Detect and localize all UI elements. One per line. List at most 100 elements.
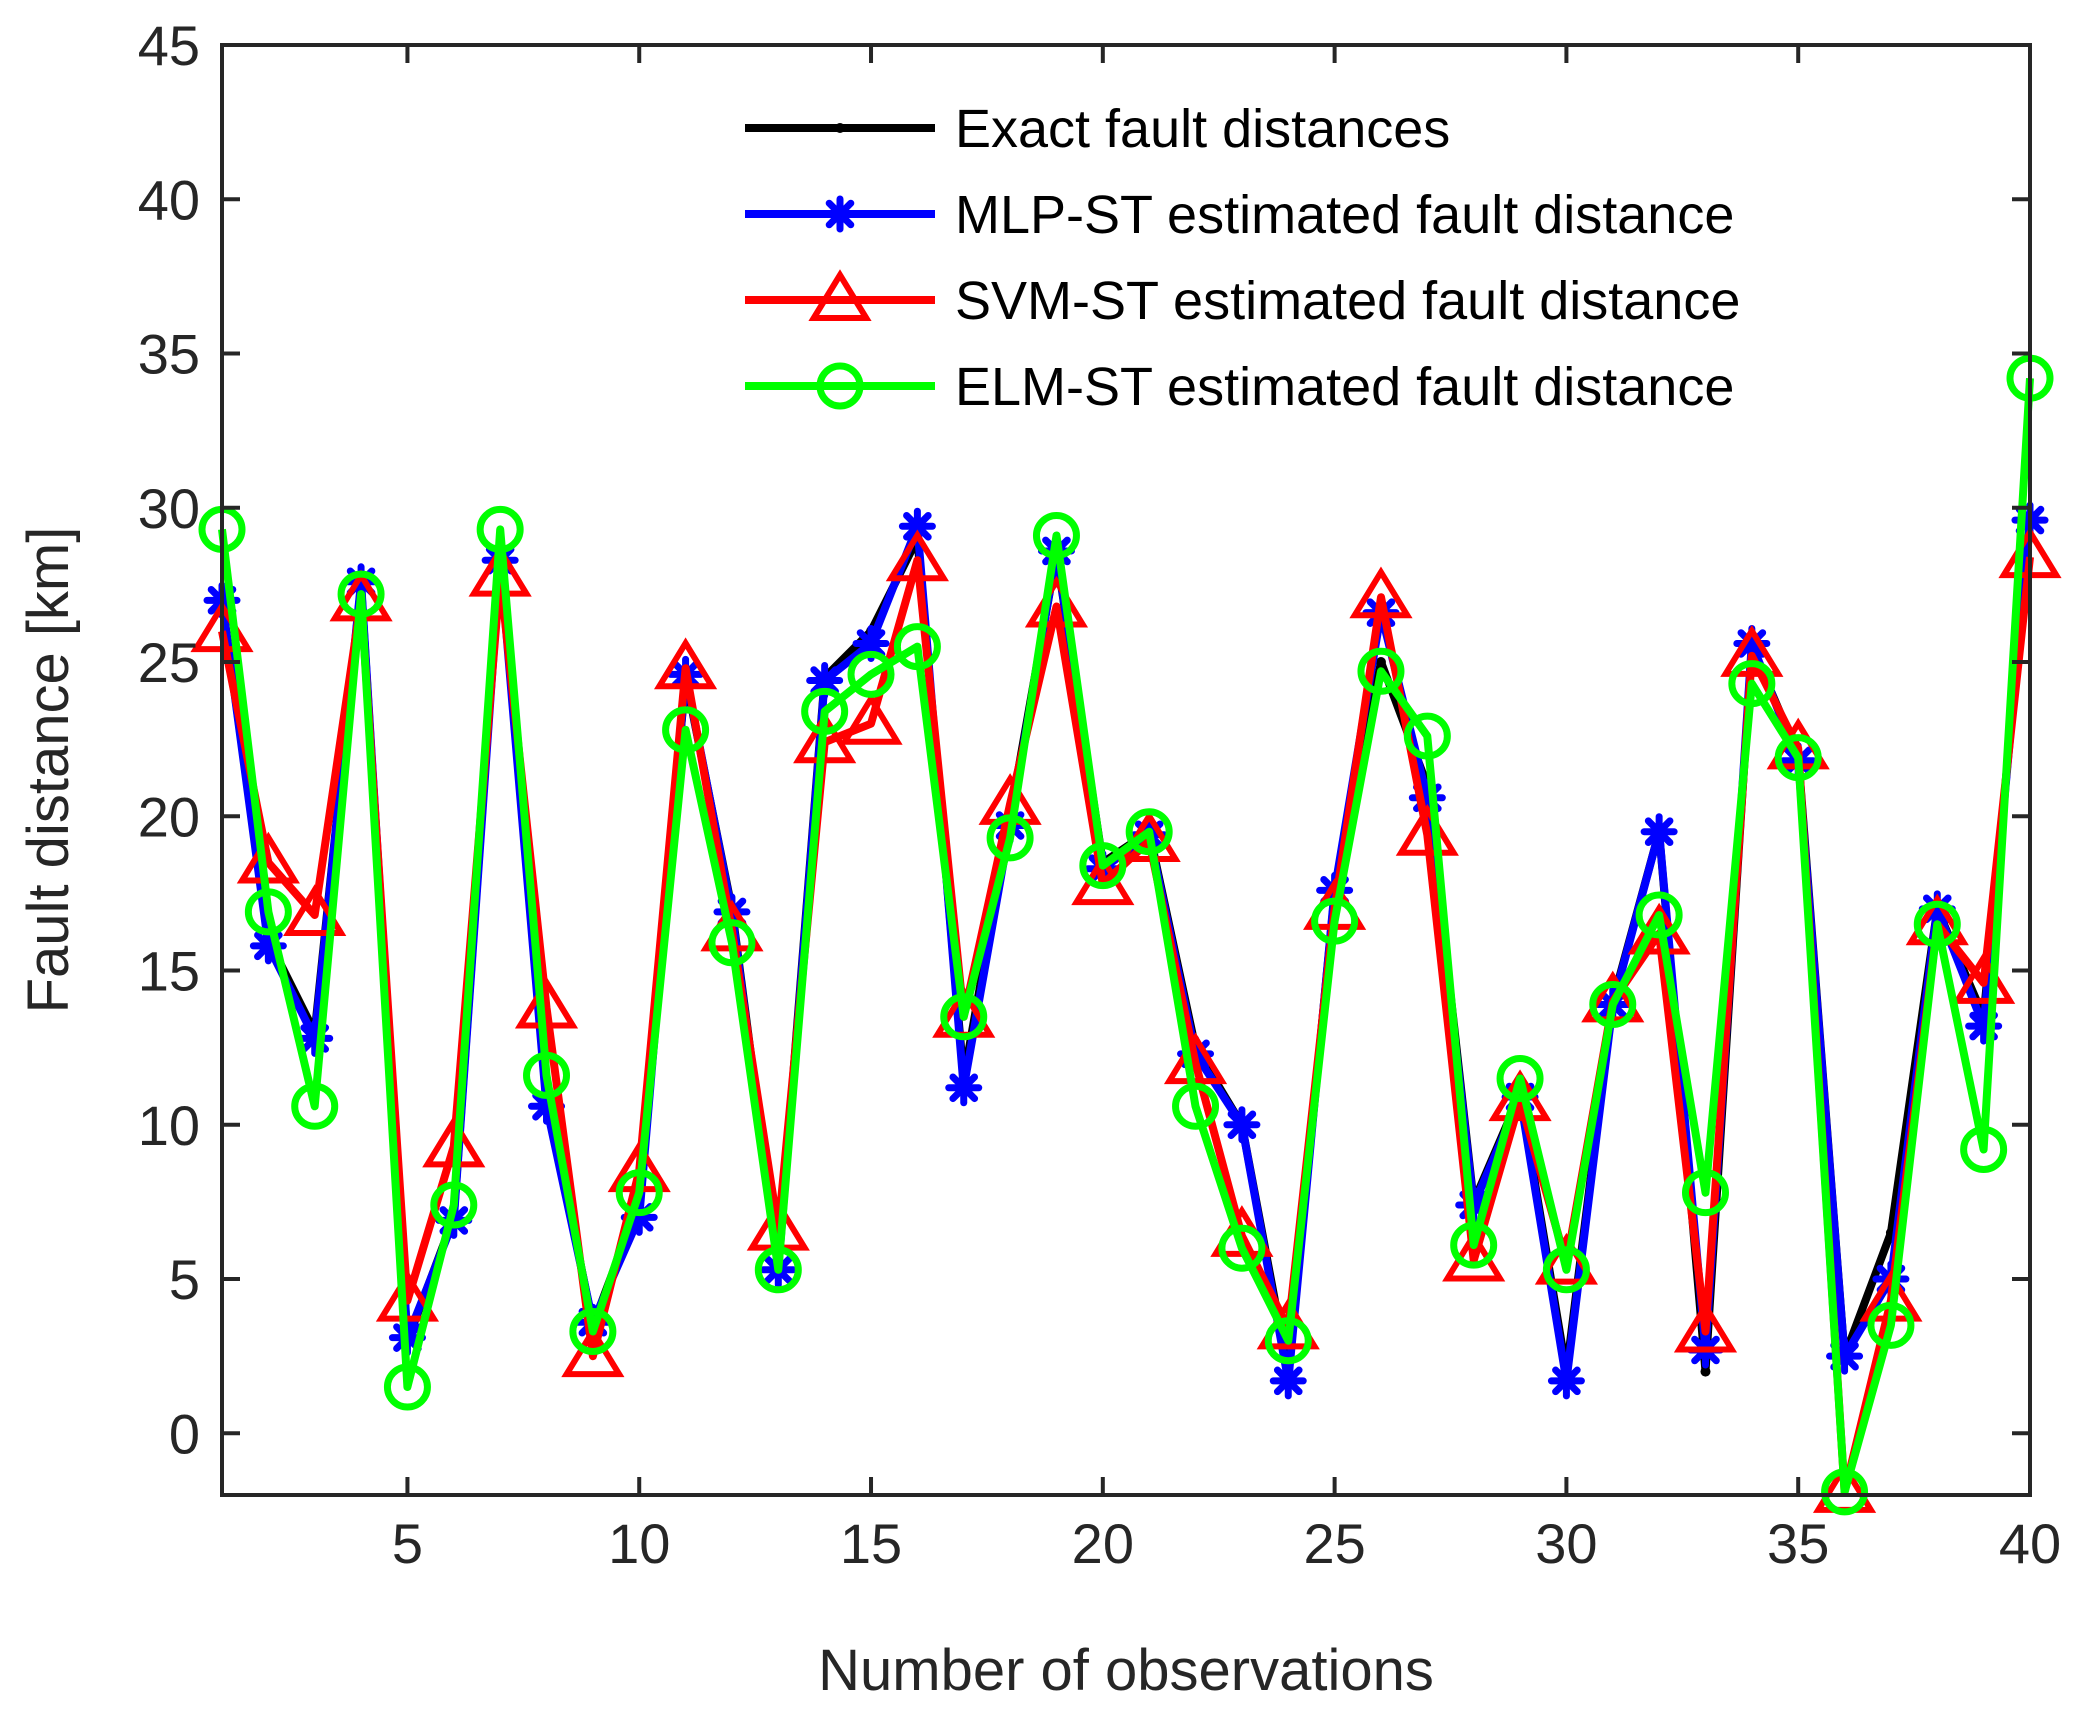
y-tick-label-20: 20 — [138, 785, 200, 848]
series-4 — [198, 354, 2054, 1516]
legend-marker-2 — [821, 195, 859, 233]
series-3-point-22 — [1163, 1032, 1228, 1085]
series-4-point-12 — [708, 919, 756, 967]
series-4-point-2 — [244, 888, 292, 936]
series-4-point-37 — [1867, 1301, 1915, 1349]
series-3-point-14 — [793, 711, 857, 764]
series-4-point-21 — [1125, 808, 1173, 856]
legend-marker-3 — [808, 269, 872, 321]
series-4-point-18 — [986, 814, 1034, 862]
series-4-point-17 — [940, 993, 988, 1041]
series-4-point-3 — [291, 1082, 339, 1130]
series-3-point-9 — [561, 1325, 625, 1378]
series-4-point-26 — [1357, 647, 1405, 695]
series-4-point-36 — [1821, 1468, 1869, 1516]
legend-label-1: Exact fault distances — [955, 99, 1450, 159]
series-3-point-5 — [375, 1269, 440, 1322]
series-3-point-33 — [1673, 1300, 1738, 1353]
series-4-point-14 — [801, 687, 849, 735]
legend-entry-3: SVM-ST estimated fault distance — [745, 269, 1740, 331]
series-4-point-15 — [847, 650, 895, 698]
series-4-point-9 — [569, 1307, 617, 1355]
legend-label-4: ELM-ST estimated fault distance — [955, 357, 1734, 417]
legend-entry-4: ELM-ST estimated fault distance — [745, 357, 1734, 417]
series-3-point-30 — [1534, 1232, 1599, 1285]
series-4-point-20 — [1079, 842, 1127, 890]
series-4-point-29 — [1496, 1055, 1544, 1103]
series-1-point-33 — [1700, 1366, 1711, 1377]
legend-label-2: MLP-ST estimated fault distance — [955, 185, 1734, 245]
series-4-point-28 — [1450, 1221, 1498, 1269]
series-layer — [190, 354, 2062, 1516]
axis-layer: 5 10 15 20 25 30 35 40 0 5 10 15 20 25 30 35 40 45 — [138, 14, 2061, 1575]
series-3-point-26 — [1349, 566, 1413, 619]
series-3-point-3 — [283, 884, 347, 936]
y-tick-label-0: 0 — [169, 1402, 200, 1465]
series-4-point-25 — [1311, 897, 1359, 945]
series-3-point-27 — [1395, 804, 1459, 856]
series-4-point-27 — [1403, 712, 1451, 760]
legend-entry-1: Exact fault distances — [745, 99, 1450, 159]
series-4-point-4 — [337, 570, 385, 618]
series-3-point-15 — [839, 692, 903, 745]
series-2-point-17 — [945, 1069, 983, 1107]
y-tick-label-10: 10 — [138, 1094, 200, 1157]
y-tick-label-40: 40 — [138, 168, 200, 231]
legend-background — [730, 82, 1960, 422]
x-tick-label-5: 5 — [392, 1512, 423, 1575]
series-4-point-10 — [615, 1169, 663, 1217]
series-4-point-19 — [1032, 512, 1080, 560]
series-4-point-23 — [1218, 1224, 1266, 1272]
legend-marker-4 — [816, 362, 864, 410]
legend-marker-1 — [835, 123, 845, 133]
series-2-point-24 — [1269, 1362, 1307, 1400]
series-3-point-7 — [468, 544, 532, 597]
series-4-point-30 — [1542, 1246, 1590, 1294]
series-2-point-23 — [1223, 1106, 1261, 1144]
x-tick-label-40: 40 — [1999, 1512, 2061, 1575]
series-3-point-34 — [1720, 625, 1784, 677]
x-tick-label-25: 25 — [1303, 1512, 1365, 1575]
y-tick-label-35: 35 — [138, 323, 200, 386]
series-1-point-26 — [1375, 657, 1386, 668]
legend: Exact fault distances MLP-ST estimated fa… — [730, 82, 1960, 422]
x-tick-label-20: 20 — [1072, 1512, 1134, 1575]
series-4-point-13 — [754, 1246, 802, 1294]
plot-area-frame — [220, 43, 2032, 1497]
series-4-point-5 — [383, 1363, 431, 1411]
series-3-point-11 — [653, 637, 718, 690]
y-tick-label-30: 30 — [138, 477, 200, 540]
series-2-point-30 — [1547, 1362, 1585, 1400]
x-tick-label-35: 35 — [1767, 1512, 1829, 1575]
x-tick-label-10: 10 — [608, 1512, 670, 1575]
series-3-point-16 — [885, 529, 949, 582]
legend-label-3: SVM-ST estimated fault distance — [955, 271, 1740, 331]
series-4-point-24 — [1264, 1317, 1312, 1365]
x-tick-label-30: 30 — [1535, 1512, 1597, 1575]
x-tick-label-15: 15 — [840, 1512, 902, 1575]
y-axis-title: Fault distance [km] — [16, 527, 81, 1014]
series-4-point-16 — [893, 623, 941, 671]
series-2-point-32 — [1640, 813, 1678, 851]
series-4-point-38 — [1913, 900, 1961, 948]
series-4-point-22 — [1172, 1082, 1220, 1130]
series-4-point-7 — [476, 505, 524, 553]
series-3-point-8 — [514, 976, 579, 1029]
y-tick-label-25: 25 — [138, 631, 200, 694]
series-4-point-33 — [1681, 1169, 1729, 1217]
y-tick-label-5: 5 — [169, 1248, 200, 1311]
series-4-point-6 — [430, 1181, 478, 1229]
series-4-point-34 — [1728, 660, 1776, 708]
series-4-point-35 — [1774, 734, 1822, 782]
series-4-point-32 — [1635, 891, 1683, 939]
legend-entry-2: MLP-ST estimated fault distance — [745, 185, 1734, 245]
y-tick-label-45: 45 — [138, 14, 200, 77]
x-axis-title: Number of observations — [818, 1638, 1434, 1703]
series-4-line — [218, 377, 2034, 1496]
y-tick-label-15: 15 — [138, 940, 200, 1003]
series-4-point-8 — [523, 1051, 571, 1099]
series-4-point-31 — [1589, 980, 1637, 1028]
series-4-point-39 — [1960, 1125, 2008, 1173]
series-4-point-11 — [662, 706, 710, 754]
